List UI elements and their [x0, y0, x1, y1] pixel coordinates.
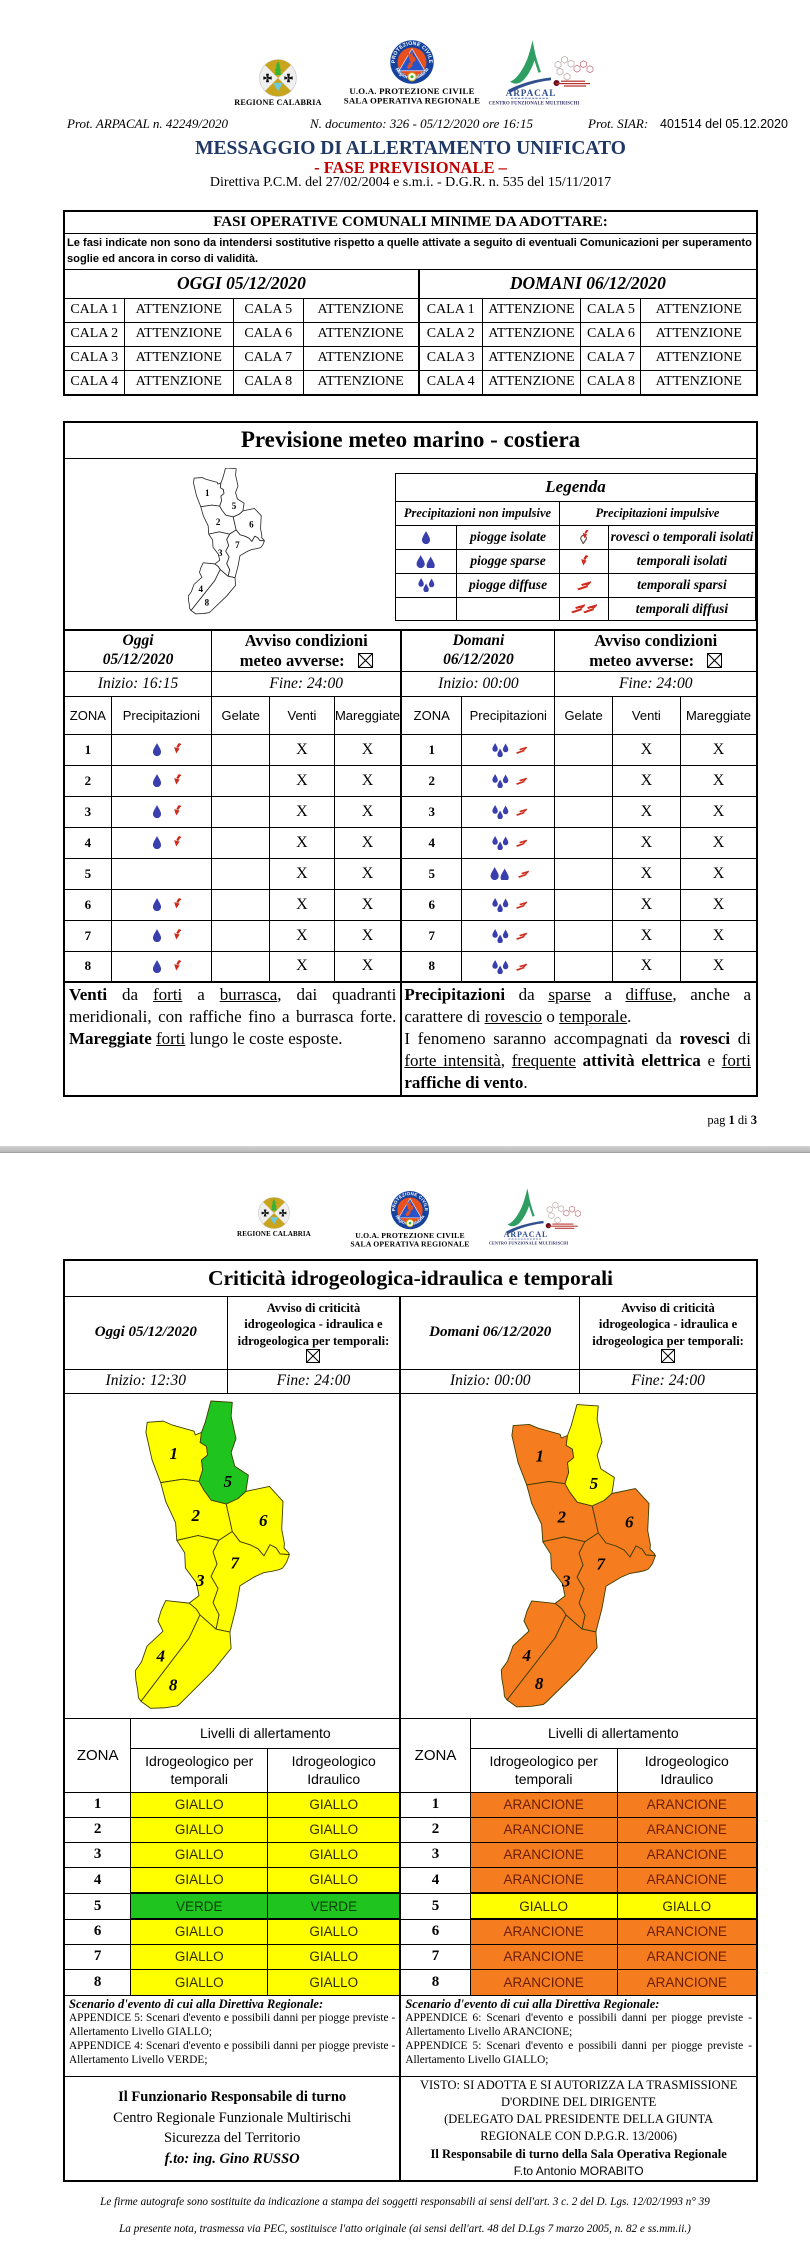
- svg-text:7: 7: [597, 1554, 607, 1573]
- svg-text:6: 6: [259, 1510, 268, 1529]
- svg-text:5: 5: [590, 1474, 599, 1493]
- svg-text:7: 7: [231, 1553, 241, 1572]
- svg-text:2: 2: [216, 517, 221, 527]
- svg-text:U.O.A. PROTEZIONE CIVILE: U.O.A. PROTEZIONE CIVILE: [349, 86, 474, 96]
- svg-text:2: 2: [191, 1505, 201, 1524]
- svg-text:8: 8: [205, 597, 210, 607]
- svg-text:CENTRO FUNZIONALE MULTIRISCHI: CENTRO FUNZIONALE MULTIRISCHI: [489, 1241, 569, 1246]
- svg-text:3: 3: [195, 1571, 205, 1590]
- svg-text:8: 8: [535, 1674, 544, 1693]
- svg-text:ARPACAL: ARPACAL: [504, 1230, 548, 1239]
- svg-text:2: 2: [557, 1507, 567, 1526]
- svg-text:6: 6: [249, 519, 254, 529]
- svg-text:6: 6: [625, 1512, 634, 1531]
- svg-text:U.O.A. PROTEZIONE CIVILE: U.O.A. PROTEZIONE CIVILE: [355, 1231, 465, 1240]
- svg-text:8: 8: [169, 1675, 178, 1694]
- svg-text:CENTRO FUNZIONALE MULTIRISCHI: CENTRO FUNZIONALE MULTIRISCHI: [489, 102, 580, 107]
- svg-text:5: 5: [232, 501, 237, 511]
- svg-text:ARPACAL: ARPACAL: [506, 88, 557, 98]
- svg-text:SALA OPERATIVA REGIONALE: SALA OPERATIVA REGIONALE: [344, 96, 480, 106]
- svg-text:SALA OPERATIVA REGIONALE: SALA OPERATIVA REGIONALE: [350, 1239, 469, 1248]
- svg-text:7: 7: [235, 539, 240, 549]
- svg-text:5: 5: [224, 1471, 233, 1490]
- svg-text:4: 4: [522, 1645, 532, 1664]
- svg-text:1: 1: [170, 1443, 178, 1462]
- svg-text:3: 3: [218, 548, 223, 558]
- svg-text:REGIONE CALABRIA: REGIONE CALABRIA: [237, 1231, 311, 1238]
- svg-text:1: 1: [205, 487, 210, 497]
- svg-text:REGIONE CALABRIA: REGIONE CALABRIA: [234, 98, 322, 107]
- svg-text:1: 1: [536, 1446, 545, 1465]
- svg-text:4: 4: [199, 584, 204, 594]
- svg-text:4: 4: [155, 1646, 165, 1665]
- svg-text:3: 3: [561, 1571, 571, 1590]
